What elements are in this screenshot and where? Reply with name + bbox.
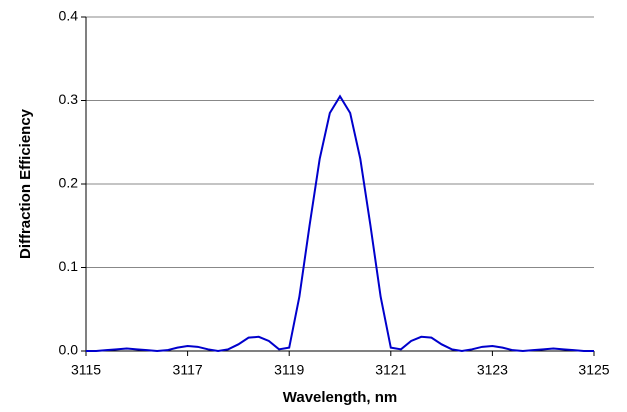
y-tick-label: 0.0 — [59, 342, 79, 358]
x-tick-label: 3123 — [477, 362, 508, 378]
y-axis-title: Diffraction Efficiency — [17, 108, 34, 259]
x-tick-label: 3115 — [71, 362, 101, 378]
x-tick-label: 3117 — [173, 362, 203, 378]
y-tick-label: 0.3 — [59, 91, 79, 107]
data-line — [86, 94, 594, 353]
x-tick-label: 3125 — [578, 362, 609, 378]
y-tick-label: 0.1 — [59, 258, 79, 274]
x-tick-label: 3121 — [375, 362, 406, 378]
x-tick-label: 3119 — [274, 362, 304, 378]
x-axis-title: Wavelength, nm — [283, 389, 397, 406]
y-tick-label: 0.4 — [59, 8, 79, 24]
y-tick-label: 0.2 — [59, 175, 79, 191]
